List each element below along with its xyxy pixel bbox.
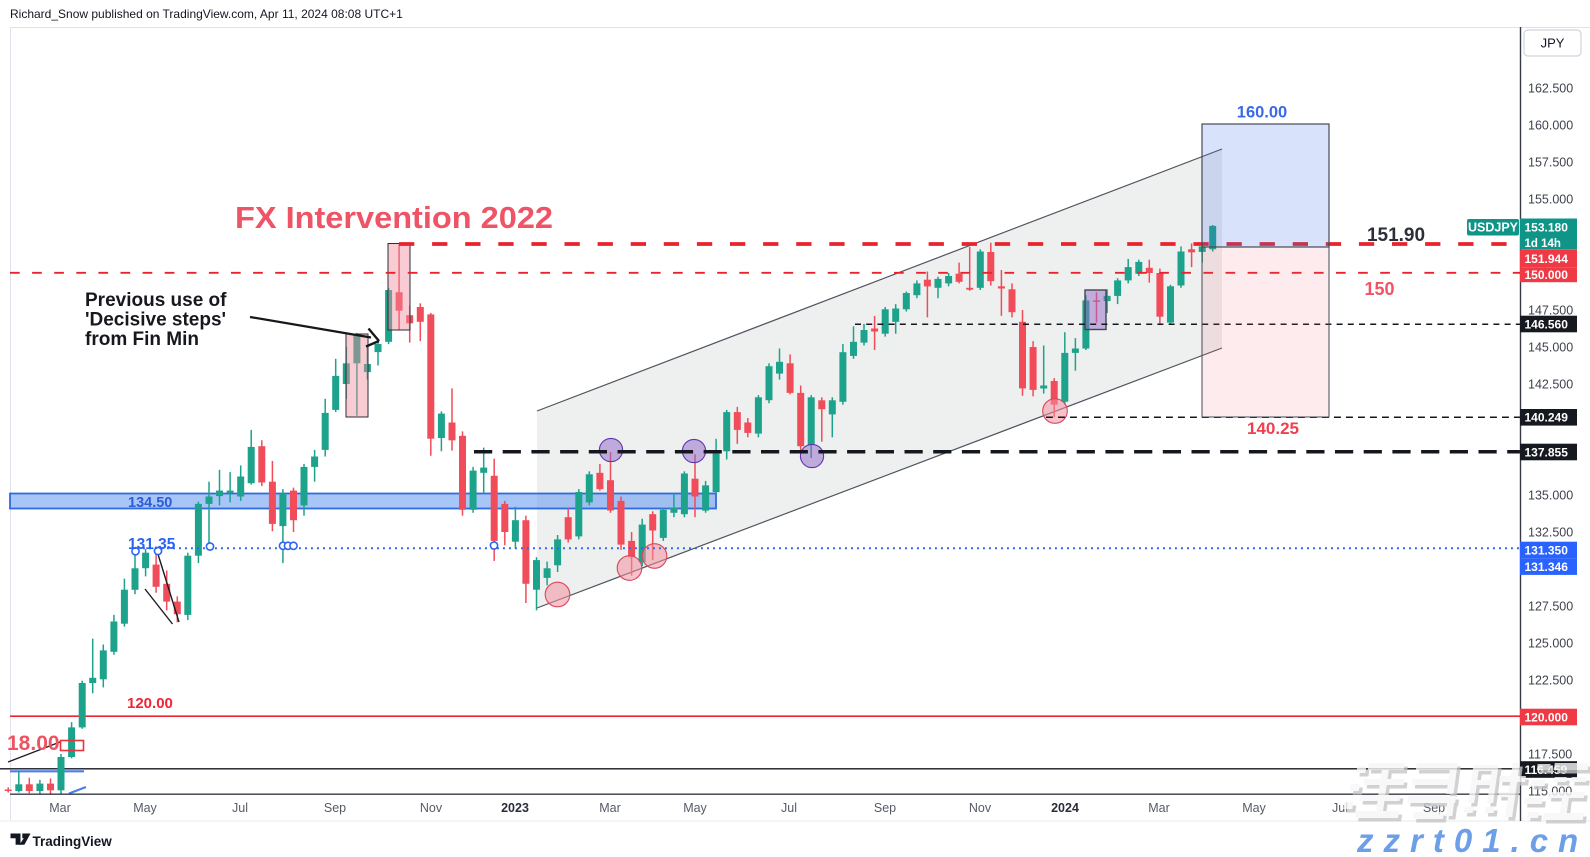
svg-text:155.000: 155.000 [1528, 192, 1573, 206]
svg-text:Mar: Mar [1148, 801, 1170, 815]
svg-text:JPY: JPY [1541, 36, 1565, 51]
svg-text:Mar: Mar [49, 801, 71, 815]
svg-text:Nov: Nov [420, 801, 443, 815]
svg-text:Nov: Nov [969, 801, 992, 815]
svg-text:147.500: 147.500 [1528, 303, 1573, 317]
svg-text:131.350: 131.350 [1525, 543, 1569, 557]
svg-text:Sep: Sep [874, 801, 896, 815]
svg-text:150.000: 150.000 [1525, 268, 1569, 282]
svg-text:Previous use of: Previous use of [85, 290, 227, 311]
svg-text:May: May [1242, 801, 1266, 815]
svg-text:2024: 2024 [1051, 801, 1079, 815]
svg-text:Jul: Jul [781, 801, 797, 815]
svg-text:131.35: 131.35 [128, 536, 176, 553]
svg-text:160.000: 160.000 [1528, 118, 1573, 132]
svg-text:1d 14h: 1d 14h [1525, 238, 1561, 250]
svg-text:FX Intervention 2022: FX Intervention 2022 [235, 200, 553, 235]
svg-text:120.000: 120.000 [1525, 710, 1569, 724]
svg-text:140.25: 140.25 [1247, 419, 1299, 438]
svg-text:from Fin Min: from Fin Min [85, 329, 199, 350]
svg-text:131.346: 131.346 [1525, 560, 1569, 574]
svg-text:137.855: 137.855 [1525, 445, 1569, 459]
svg-text:125.000: 125.000 [1528, 636, 1573, 650]
svg-text:151.944: 151.944 [1525, 252, 1569, 266]
svg-text:127.500: 127.500 [1528, 599, 1573, 613]
svg-text:Mar: Mar [599, 801, 621, 815]
svg-text:'Decisive steps': 'Decisive steps' [85, 310, 226, 331]
svg-text:153.180: 153.180 [1525, 220, 1569, 234]
svg-text:140.249: 140.249 [1525, 411, 1569, 425]
svg-text:132.500: 132.500 [1528, 525, 1573, 539]
svg-text:18.00: 18.00 [7, 732, 60, 755]
svg-text:150: 150 [1364, 279, 1394, 299]
svg-text:Sep: Sep [324, 801, 346, 815]
svg-text:zzrt01.cn: zzrt01.cn [1356, 822, 1588, 857]
svg-text:160.00: 160.00 [1237, 104, 1287, 122]
svg-text:USDJPY: USDJPY [1468, 221, 1519, 235]
svg-text:May: May [133, 801, 157, 815]
svg-text:145.000: 145.000 [1528, 340, 1573, 354]
svg-text:157.500: 157.500 [1528, 155, 1573, 169]
svg-text:134.50: 134.50 [128, 495, 172, 511]
svg-text:135.000: 135.000 [1528, 488, 1573, 502]
svg-text:117.500: 117.500 [1528, 747, 1572, 761]
svg-text:May: May [683, 801, 707, 815]
svg-text:146.560: 146.560 [1525, 317, 1569, 331]
svg-text:2023: 2023 [501, 801, 529, 815]
svg-text:Richard_Snow published on Trad: Richard_Snow published on TradingView.co… [10, 7, 403, 21]
svg-text:TradingView: TradingView [33, 834, 113, 849]
svg-text:142.500: 142.500 [1528, 377, 1573, 391]
svg-text:120.00: 120.00 [127, 695, 173, 712]
svg-text:122.500: 122.500 [1528, 673, 1573, 687]
svg-text:162.500: 162.500 [1528, 81, 1573, 95]
svg-text:151.90: 151.90 [1367, 225, 1425, 246]
svg-text:Jul: Jul [232, 801, 248, 815]
